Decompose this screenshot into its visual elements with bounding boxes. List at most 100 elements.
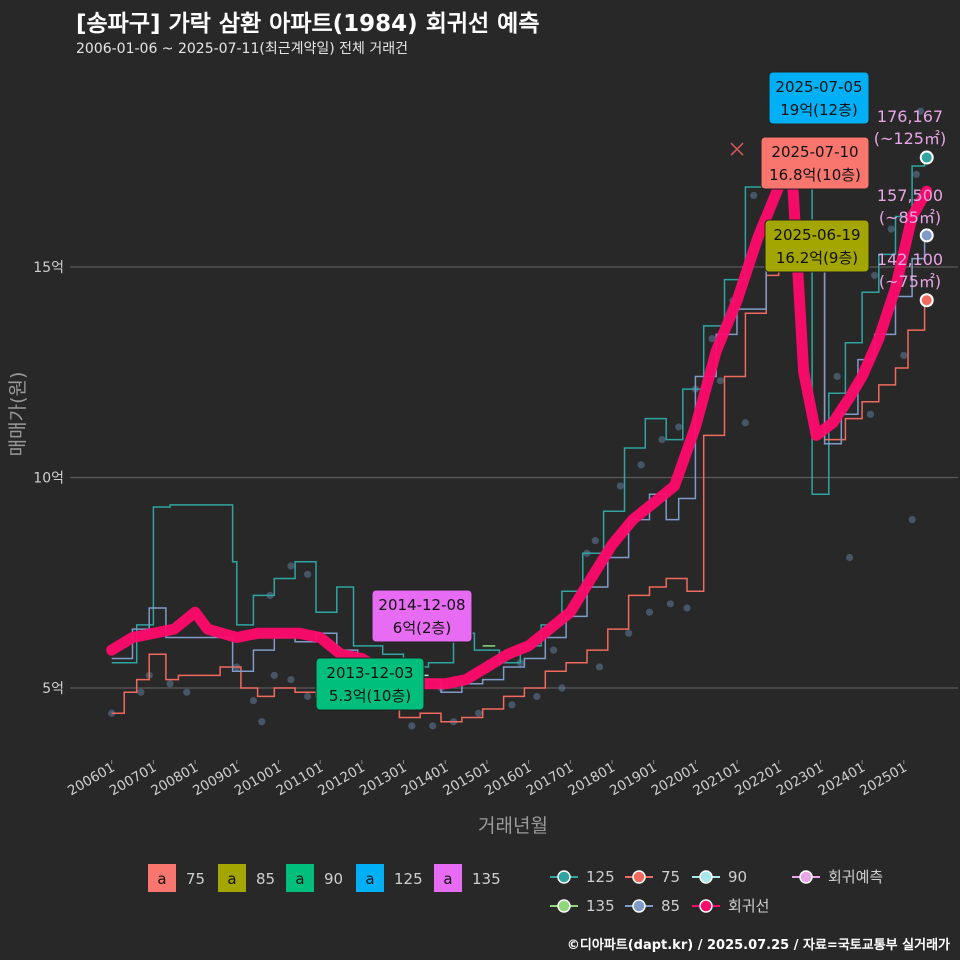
annotation-box	[768, 71, 870, 125]
x-tick-label: 202101	[690, 760, 743, 800]
x-tick-label: 200701	[107, 760, 160, 800]
scatter-point	[287, 562, 295, 570]
legend-fill-item-90: a 90	[286, 864, 343, 892]
scatter-point	[846, 553, 854, 562]
forecast-value-label: 157,500	[877, 186, 943, 205]
scatter-point	[750, 191, 758, 200]
series-line-125	[111, 148, 926, 668]
scatter-point	[887, 225, 895, 233]
scatter-point	[595, 663, 604, 671]
forecast-value-label: 176,167	[877, 107, 943, 126]
legend-fill-swatch	[148, 864, 176, 892]
scatter-point	[708, 334, 716, 343]
scatter-point	[916, 107, 925, 115]
legend-fill-key: a	[365, 870, 374, 888]
scatter-point	[408, 722, 416, 730]
legend-fill-swatch	[286, 864, 314, 892]
scatter-point	[287, 675, 295, 684]
credit-text: ©디아파트(dapt.kr) / 2025.07.25 / 자료=국토교통부 실…	[566, 938, 950, 953]
scatter-point	[249, 697, 258, 705]
forecast-area-label: (~125㎡)	[874, 129, 946, 148]
x-tick-label: 201501	[440, 760, 493, 800]
annotation-price: 19억(12층)	[780, 101, 857, 119]
legend-line-label: 회귀선	[728, 897, 769, 915]
scatter-point	[270, 671, 278, 679]
scatter-point	[183, 688, 191, 696]
x-tick-label: 201801	[565, 760, 618, 800]
series-line-85	[111, 236, 926, 693]
forecast-point-75	[919, 293, 934, 308]
annotation-label-75: 2025-07-10 16.8억(10층)	[760, 136, 870, 190]
legend-line-dot	[557, 899, 571, 913]
scatter-point	[900, 351, 908, 360]
annotation-label-85: 2025-06-19 16.2억(9층)	[764, 219, 870, 273]
legend-fill-swatch	[356, 864, 384, 892]
x-axis-title: 거래년월	[478, 815, 548, 837]
chart-subtitle: 2006-01-06 ~ 2025-07-11(최근계약일) 전체 거래건	[76, 41, 408, 57]
scatter-point	[658, 436, 666, 444]
x-tick-label: 202501	[857, 760, 910, 800]
x-tick-label: 201901	[607, 760, 660, 800]
annotation-price: 6억(2층)	[393, 619, 451, 637]
x-tick-label: 200901	[190, 760, 243, 800]
scatter-point	[871, 271, 879, 280]
legend-fill-item-125: a 125	[356, 864, 423, 892]
y-tick-label: 5억	[42, 681, 64, 697]
legend-line-item: 125	[550, 868, 615, 886]
legend-line-dot	[557, 870, 571, 884]
legend-line-label: 85	[661, 897, 680, 915]
scatter-point	[558, 684, 566, 692]
scatter-point	[591, 537, 599, 545]
legend-fill-label: 75	[186, 870, 205, 888]
annotation-date: 2014-12-08	[378, 596, 465, 614]
legend-fill-label: 85	[256, 870, 275, 888]
annotation-label-90: 2013-12-03 5.3억(10층)	[315, 657, 425, 711]
scatter-point	[675, 423, 683, 431]
x-tick-label: 202001	[649, 760, 702, 800]
x-tick-label: 200801	[148, 760, 201, 800]
scatter-point	[666, 600, 674, 608]
scatter-point	[533, 692, 541, 701]
x-tick-label: 200601	[65, 760, 118, 800]
legend-fill-item-85: a 85	[218, 864, 275, 892]
legend-line-item: 회귀예측	[792, 868, 883, 886]
scatter-point	[716, 377, 724, 385]
x-tick-label: 201401	[399, 760, 452, 800]
scatter-point	[866, 410, 875, 418]
legend-line-label: 회귀예측	[828, 868, 883, 886]
annotation-label-135: 2014-12-08 6억(2층)	[371, 589, 473, 643]
scatter-point	[550, 646, 558, 654]
x-tick-label: 201301	[357, 760, 410, 800]
x-tick-label: 201601	[482, 760, 535, 800]
scatter-point	[908, 516, 916, 524]
annotation-price: 5.3억(10층)	[329, 687, 411, 705]
legend-line-item: 135	[550, 897, 615, 915]
legend-line-label: 90	[728, 868, 747, 886]
legend-line-item: 회귀선	[692, 897, 769, 915]
legend-fill-label: 90	[324, 870, 343, 888]
annotation-label-125: 2025-07-05 19억(12층)	[768, 71, 870, 125]
scatter-point	[108, 709, 116, 717]
scatter-point	[912, 170, 920, 178]
legend-fill-label: 135	[472, 870, 501, 888]
cross-marker	[730, 142, 744, 156]
scatter-point	[508, 701, 516, 709]
scatter-point	[304, 570, 312, 578]
annotation-box	[315, 657, 425, 711]
x-tick-label: 201201	[315, 760, 368, 800]
annotation-date: 2025-07-05	[775, 78, 862, 96]
forecast-point-125	[919, 150, 934, 165]
annotation-date: 2013-12-03	[326, 664, 413, 682]
legend-line-label: 75	[661, 868, 680, 886]
scatter-point	[166, 680, 174, 688]
annotation-price: 16.8억(10층)	[769, 166, 861, 184]
legend-fill-key: a	[227, 870, 236, 888]
scatter-point	[258, 718, 266, 726]
legend-fill-item-75: a 75	[148, 864, 205, 892]
scatter-point	[616, 482, 624, 490]
legend-line-dot	[799, 870, 813, 884]
annotation-date: 2025-06-19	[773, 226, 860, 244]
y-tick-label: 10억	[33, 471, 64, 487]
